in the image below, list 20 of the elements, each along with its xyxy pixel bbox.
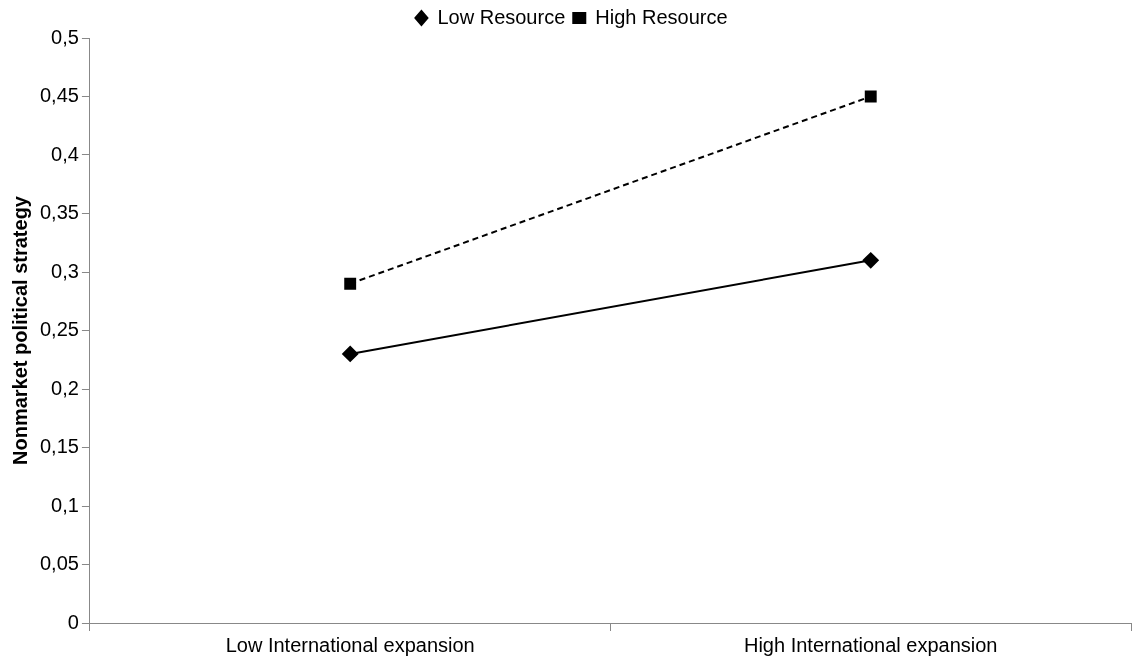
legend-label: High Resource: [595, 5, 728, 28]
y-axis-title: Nonmarket political strategy: [8, 195, 31, 465]
point: [862, 252, 879, 269]
point: [342, 345, 359, 362]
y-tick-label: 0,25: [39, 318, 79, 341]
y-tick-label: 0,3: [51, 259, 79, 282]
point: [344, 277, 357, 290]
y-tick-label: 0,45: [39, 84, 79, 107]
y-tick-label: 0: [67, 610, 79, 633]
point: [864, 90, 877, 103]
y-tick-label: 0,15: [39, 435, 79, 458]
y-tick-label: 0,4: [51, 142, 79, 165]
y-tick-label: 0,1: [51, 493, 79, 516]
legend-label: Low Resource: [437, 5, 566, 28]
y-tick-label: 0,35: [39, 201, 79, 224]
x-tick-label: Low International expansion: [225, 633, 475, 656]
x-tick-label: High International expansion: [743, 633, 998, 656]
y-tick-label: 0,05: [39, 552, 79, 575]
y-tick-label: 0,5: [51, 25, 79, 48]
y-tick-label: 0,2: [51, 376, 79, 399]
